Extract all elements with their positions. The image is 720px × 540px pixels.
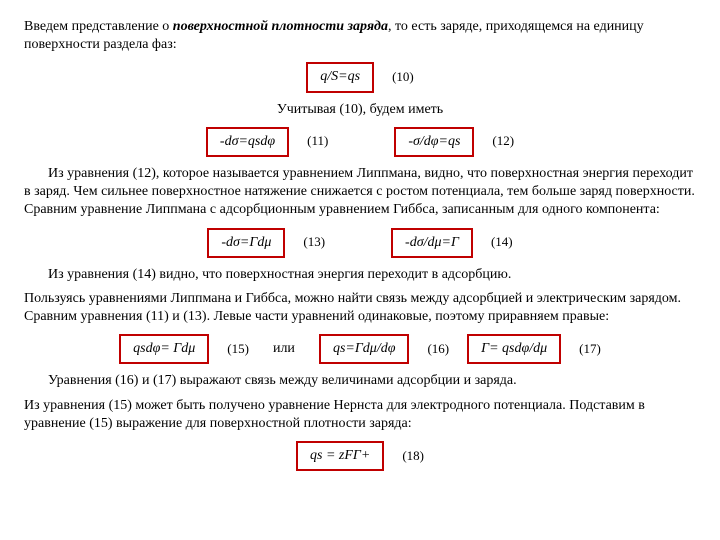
equation-15-num: (15) <box>227 341 249 358</box>
equation-11: -dσ=qsdφ <box>206 127 289 157</box>
equation-15: qsdφ= Γdμ <box>119 334 209 364</box>
equation-12: -σ/dφ=qs <box>394 127 474 157</box>
intertext-1: Учитывая (10), будем иметь <box>24 101 696 119</box>
equation-10: q/S=qs <box>306 62 374 92</box>
equation-10-row: q/S=qs (10) <box>24 62 696 92</box>
equation-17: Γ= qsdφ/dμ <box>467 334 561 364</box>
intro-term: поверхностной плотности заряда <box>173 19 388 34</box>
equation-17-num: (17) <box>579 341 601 358</box>
equation-13-14-row: -dσ=Γdμ (13) -dσ/dμ=Γ (14) <box>24 228 696 258</box>
equation-13-num: (13) <box>303 234 325 251</box>
equation-15-16-17-row: qsdφ= Γdμ (15) или qs=Γdμ/dφ (16) Γ= qsd… <box>24 334 696 364</box>
equation-18-num: (18) <box>402 448 424 465</box>
paragraph-4b: Из уравнения (15) может быть получено ур… <box>24 397 696 433</box>
equation-18-row: qs = zFΓ+ (18) <box>24 441 696 471</box>
paragraph-4: Уравнения (16) и (17) выражают связь меж… <box>24 372 696 433</box>
equation-10-num: (10) <box>392 69 414 86</box>
paragraph-2: Из уравнения (12), которое называется ур… <box>24 165 696 220</box>
equation-13: -dσ=Γdμ <box>207 228 285 258</box>
paragraph-3b: Пользуясь уравнениями Липпмана и Гиббса,… <box>24 290 696 326</box>
equation-11-num: (11) <box>307 133 328 150</box>
equation-14-num: (14) <box>491 234 513 251</box>
equation-14: -dσ/dμ=Γ <box>391 228 473 258</box>
intro-pre: Введем представление о <box>24 19 173 34</box>
or-text: или <box>273 340 295 358</box>
equation-16: qs=Γdμ/dφ <box>319 334 410 364</box>
paragraph-3a: Из уравнения (14) видно, что поверхностн… <box>24 266 696 284</box>
equation-16-num: (16) <box>427 341 449 358</box>
paragraph-3: Из уравнения (14) видно, что поверхностн… <box>24 266 696 327</box>
paragraph-4a: Уравнения (16) и (17) выражают связь меж… <box>24 372 696 390</box>
equation-12-num: (12) <box>492 133 514 150</box>
equation-18: qs = zFΓ+ <box>296 441 384 471</box>
intro-paragraph: Введем представление о поверхностной пло… <box>24 18 696 54</box>
equation-11-12-row: -dσ=qsdφ (11) -σ/dφ=qs (12) <box>24 127 696 157</box>
